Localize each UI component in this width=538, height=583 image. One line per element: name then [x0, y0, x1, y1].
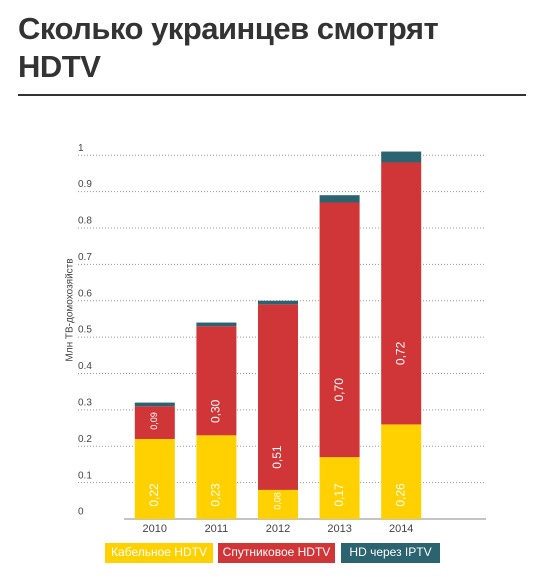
legend-label: Кабельное HDTV [111, 545, 207, 559]
legend-label: HD через IPTV [349, 545, 431, 559]
value-label: 0,23 [209, 483, 223, 507]
value-label: 0,22 [147, 483, 161, 507]
y-tick-label: 0 [78, 507, 84, 518]
title-rule [18, 94, 526, 96]
legend-swatch [341, 543, 440, 563]
legend-item: HD через IPTV [341, 543, 440, 563]
bar-segment [319, 457, 360, 519]
bar-segment [381, 424, 422, 519]
value-label: 0,30 [209, 399, 223, 423]
y-tick-label: 0.5 [78, 325, 92, 336]
bar-segment [319, 202, 360, 458]
y-tick-label: 0.4 [78, 361, 92, 372]
bar-segment [196, 326, 237, 436]
value-label: 0,09 [149, 412, 159, 430]
bar-segment [381, 162, 422, 425]
x-tick-label: 2012 [266, 523, 290, 535]
chart-title: Сколько украинцев смотрят HDTV [18, 11, 439, 84]
x-tick-label: 2011 [205, 523, 229, 535]
y-tick-label: 0.9 [78, 179, 92, 190]
value-label: 0,51 [270, 445, 284, 469]
bar-segment [319, 195, 360, 203]
bar-segment [196, 322, 237, 327]
y-tick-label: 0.7 [78, 252, 92, 263]
value-label: 0,72 [393, 341, 407, 365]
legend-swatch [105, 543, 213, 563]
y-tick-label: 0.8 [78, 216, 92, 227]
legend-label: Спутниковое HDTV [223, 545, 331, 559]
y-axis-label: Млн ТВ-домохозяйств [65, 258, 76, 361]
y-tick-label: 0.1 [78, 470, 92, 481]
value-label: 0,70 [332, 378, 346, 402]
bar-segment [196, 435, 237, 519]
bar-segment [134, 402, 175, 407]
bar-segment [258, 489, 298, 519]
y-tick-label: 0.3 [78, 397, 92, 408]
value-label: 0,17 [332, 483, 346, 507]
y-tick-label: 0.6 [78, 288, 92, 299]
x-tick-label: 2014 [389, 523, 413, 535]
legend-item: Кабельное HDTV [105, 543, 213, 563]
bar-segment [258, 300, 298, 305]
value-label: 0,08 [272, 492, 282, 510]
x-tick-label: 2013 [327, 523, 351, 535]
y-tick-label: 0.2 [78, 434, 92, 445]
y-tick-label: 1 [78, 143, 84, 154]
bar-segment [258, 304, 298, 490]
legend-swatch [218, 543, 335, 563]
bar-segment [381, 151, 422, 163]
bar-segment [134, 406, 175, 439]
value-label: 0,26 [393, 483, 407, 507]
bar-segment [134, 438, 175, 519]
legend-item: Спутниковое HDTV [218, 543, 335, 563]
x-tick-label: 2010 [143, 523, 167, 535]
